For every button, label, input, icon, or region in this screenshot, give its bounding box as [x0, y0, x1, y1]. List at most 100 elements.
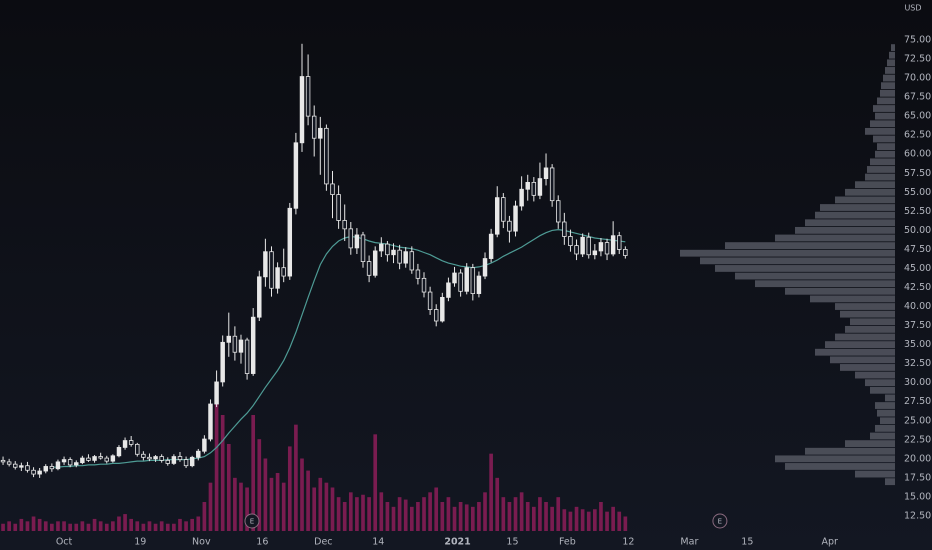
volume-profile-bar — [870, 386, 895, 394]
volume-bar — [538, 497, 542, 531]
volume-profile-bar — [845, 325, 895, 333]
candle-body — [147, 456, 152, 460]
volume-bar — [25, 521, 30, 531]
candle-body — [281, 267, 286, 277]
volume-profile-bar — [865, 379, 895, 387]
volume-bar — [379, 492, 384, 531]
volume-bar — [43, 521, 48, 531]
y-tick-label: 40.00 — [904, 301, 931, 312]
volume-profile-bar — [840, 310, 895, 318]
volume-profile-bar — [835, 303, 895, 310]
volume-bar — [245, 487, 249, 531]
volume-bar — [19, 518, 24, 531]
candle-body — [141, 453, 146, 458]
y-tick-label: 75.00 — [904, 34, 931, 45]
volume-bar — [531, 506, 536, 531]
volume-profile-bar — [891, 44, 895, 51]
volume-bar — [342, 502, 347, 531]
volume-profile-bar — [887, 59, 895, 67]
volume-bar — [580, 509, 585, 531]
candle-body — [452, 272, 457, 284]
candle-body — [501, 197, 506, 222]
candle-body — [379, 243, 384, 252]
candle-body — [324, 127, 329, 185]
volume-bar — [446, 497, 451, 531]
candle-body — [598, 242, 604, 252]
candle-body — [220, 341, 225, 383]
x-tick-label: Mar — [680, 537, 698, 548]
candle-body — [122, 440, 128, 448]
volume-profile-bar — [885, 394, 895, 402]
candle-body — [330, 183, 335, 195]
volume-profile-bar — [775, 455, 895, 463]
volume-profile-bar — [880, 417, 895, 425]
volume-bar — [513, 497, 518, 531]
volume-bar — [165, 523, 170, 531]
y-tick-label: 60.00 — [904, 149, 931, 160]
volume-profile-bar — [870, 120, 895, 128]
volume-bar — [568, 511, 573, 531]
y-tick-label: 72.50 — [904, 54, 931, 65]
volume-bar — [562, 509, 567, 531]
candle-body — [61, 459, 67, 463]
volume-profile-bar — [870, 432, 895, 440]
volume-profile-bar — [855, 181, 895, 189]
candle-body — [250, 316, 256, 374]
volume-profile-bar — [877, 143, 895, 151]
y-tick-label: 62.50 — [904, 130, 931, 141]
y-tick-label: 47.50 — [904, 244, 931, 255]
candle-body — [202, 438, 207, 452]
volume-profile-bar — [881, 82, 895, 90]
volume-profile-bar — [785, 463, 895, 470]
volume-profile-bar — [880, 89, 895, 97]
volume-profile-bar — [855, 470, 895, 478]
x-tick-label: Oct — [56, 537, 73, 548]
candle-body — [421, 277, 427, 293]
volume-bar — [263, 458, 268, 531]
candle-body — [494, 197, 500, 235]
volume-bar — [104, 523, 109, 531]
candle-body — [519, 188, 524, 207]
volume-bar — [220, 415, 225, 531]
event-marker — [712, 513, 728, 529]
volume-bar — [1, 523, 5, 531]
y-tick-label: 55.00 — [904, 187, 931, 198]
volume-profile-bar — [875, 402, 895, 409]
volume-profile-bar — [875, 112, 895, 120]
candle-body — [74, 462, 79, 466]
x-tick-label: 12 — [622, 537, 634, 548]
candle-body — [464, 267, 469, 292]
candle-body — [568, 236, 573, 247]
volume-bar — [574, 506, 579, 531]
volume-bar — [599, 502, 603, 531]
volume-profile-bar — [877, 97, 895, 105]
volume-bar — [324, 482, 329, 531]
volume-bar — [74, 523, 79, 531]
candle-body — [116, 447, 122, 457]
y-tick-label: 37.50 — [904, 320, 931, 331]
volume-profile-bar — [840, 364, 895, 371]
volume-bar — [208, 482, 213, 531]
event-label: E — [250, 518, 254, 526]
volume-bar — [50, 523, 54, 531]
candle-body — [531, 181, 537, 196]
candle-body — [55, 461, 61, 470]
candle-body — [415, 269, 421, 279]
candle-body — [232, 335, 238, 353]
volume-profile-bar — [877, 409, 895, 417]
volume-bar — [172, 523, 176, 531]
candle-body — [177, 456, 183, 461]
volume-bar — [611, 506, 615, 531]
volume-profile-bar — [805, 447, 895, 455]
candle-body — [257, 276, 262, 318]
volume-bar — [361, 494, 365, 531]
volume-profile-bar — [815, 348, 895, 356]
y-tick-label: 22.50 — [904, 434, 931, 445]
volume-profile-bar — [855, 371, 895, 379]
volume-bar — [178, 518, 182, 531]
candle-body — [372, 250, 378, 276]
candle-body — [403, 251, 408, 264]
volume-bar — [355, 497, 359, 531]
x-tick-label: Apr — [822, 537, 839, 548]
y-tick-label: 30.00 — [904, 377, 931, 388]
